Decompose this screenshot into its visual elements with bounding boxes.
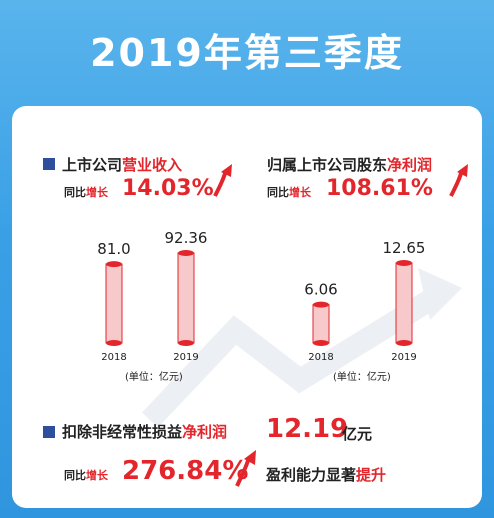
revenue-yoy-label: 同比增长 bbox=[64, 184, 108, 200]
bar-body bbox=[177, 252, 195, 344]
right-unit-label: (单位：亿元) bbox=[333, 372, 391, 383]
deducted-yoy-b: 增长 bbox=[86, 469, 108, 482]
net-profit-yoy-a: 同比 bbox=[267, 186, 289, 199]
deducted-yoy-label: 同比增长 bbox=[64, 467, 108, 483]
left-unit-label: (单位：亿元) bbox=[125, 372, 183, 383]
up-arrow-icon bbox=[213, 164, 232, 197]
net-profit-yoy-label: 同比增长 bbox=[267, 184, 311, 200]
deducted-profit-growth: 276.84% bbox=[122, 456, 249, 486]
net-profit-growth: 108.61% bbox=[326, 176, 433, 201]
net-profit-label-b: 净利润 bbox=[387, 156, 433, 174]
revenue-growth: 14.03% bbox=[122, 176, 214, 201]
deducted-profit-label-a: 扣除非经常性损益 bbox=[62, 423, 183, 441]
bullet-icon bbox=[43, 426, 55, 438]
revenue-label-a: 上市公司 bbox=[62, 156, 123, 174]
bar-bottom-cap bbox=[396, 340, 412, 346]
bar bbox=[105, 261, 123, 346]
net-profit-label-a: 归属上市公司股东 bbox=[267, 156, 388, 174]
bar bbox=[177, 250, 195, 346]
bar-bottom-cap bbox=[313, 340, 329, 346]
revenue-label-b: 营业收入 bbox=[122, 156, 183, 174]
revenue-label: 上市公司营业收入 bbox=[62, 154, 182, 175]
bullet-icon bbox=[43, 158, 55, 170]
bar-value-label: 81.0 bbox=[97, 240, 130, 258]
profitability-note-a: 盈利能力显著 bbox=[266, 466, 357, 484]
x-tick-label: 2019 bbox=[173, 352, 198, 363]
bar-top-cap bbox=[313, 301, 329, 308]
net-profit-yoy-b: 增长 bbox=[289, 186, 311, 199]
bar bbox=[312, 301, 330, 346]
bar-bottom-cap bbox=[178, 340, 194, 346]
bar-value-label: 12.65 bbox=[383, 239, 426, 257]
bar-top-cap bbox=[178, 250, 194, 256]
deducted-profit-amount: 12.19 bbox=[266, 414, 349, 444]
bar-top-cap bbox=[106, 261, 122, 268]
bar-top-cap bbox=[396, 260, 412, 266]
up-arrow-icon bbox=[449, 164, 468, 197]
profitability-note: 盈利能力显著提升 bbox=[266, 464, 386, 485]
deducted-profit-label: 扣除非经常性损益净利润 bbox=[62, 421, 227, 442]
deducted-profit-label-b: 净利润 bbox=[182, 423, 228, 441]
bar-body bbox=[105, 263, 123, 344]
revenue-yoy-b: 增长 bbox=[86, 186, 108, 199]
x-tick-label: 2018 bbox=[101, 352, 126, 363]
x-tick-label: 2018 bbox=[308, 352, 333, 363]
deducted-profit-unit: 亿元 bbox=[342, 425, 373, 443]
profitability-note-b: 提升 bbox=[356, 466, 387, 484]
deducted-yoy-a: 同比 bbox=[64, 469, 86, 482]
x-tick-label: 2019 bbox=[391, 352, 416, 363]
net-profit-label: 归属上市公司股东净利润 bbox=[267, 154, 432, 175]
bar-body bbox=[395, 262, 413, 344]
bar-value-label: 92.36 bbox=[165, 229, 208, 247]
bar-value-label: 6.06 bbox=[304, 281, 337, 299]
bar bbox=[395, 260, 413, 346]
revenue-yoy-a: 同比 bbox=[64, 186, 86, 199]
up-arrow-icon bbox=[235, 450, 256, 487]
bar-bottom-cap bbox=[106, 340, 122, 346]
bar-body bbox=[312, 304, 330, 344]
page-title: 2019年第三季度 bbox=[90, 31, 404, 75]
